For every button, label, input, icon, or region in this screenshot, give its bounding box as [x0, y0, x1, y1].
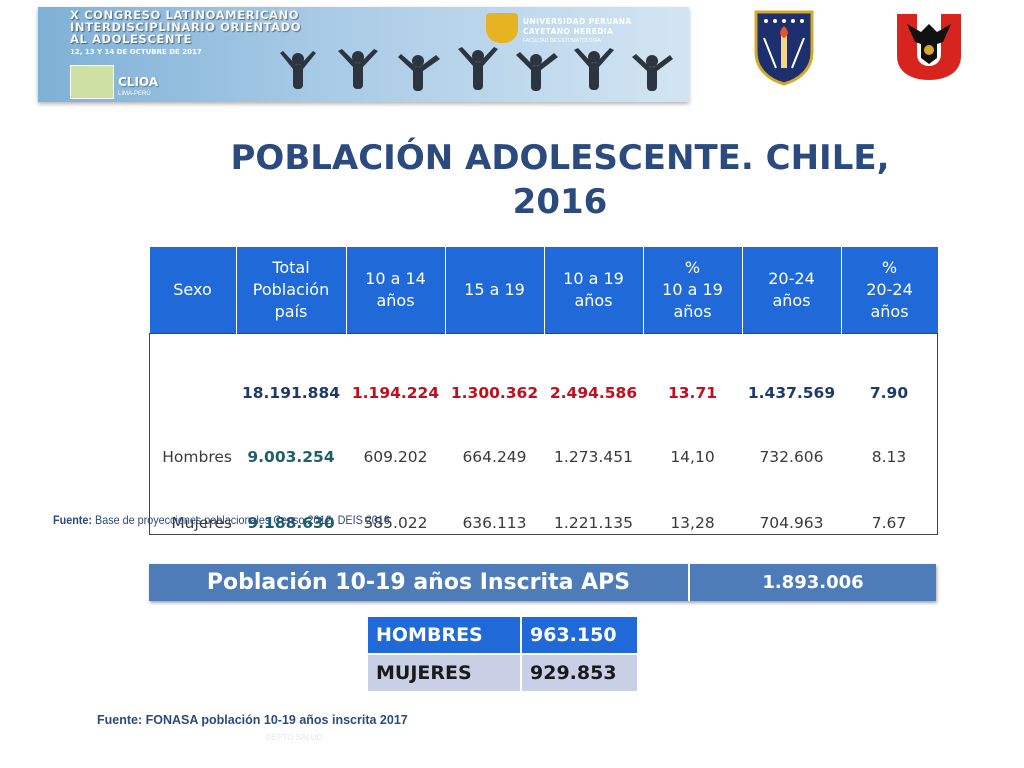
cell: 9.188.630 [247, 514, 335, 532]
clioa-label: CLIOA [118, 75, 159, 89]
banner-line-1: X CONGRESO LATINOAMERICANO [70, 8, 300, 22]
eagle-u-crest-icon [897, 14, 961, 80]
header-pct-10-19: % 10 a 19 años [643, 247, 743, 334]
cell: 13.71 [667, 384, 718, 402]
cell: 7.90 [869, 384, 909, 402]
table-row-hombres: Hombres 9.003.254 609.202 664.249 1.273.… [150, 432, 938, 482]
cell: 2.494.586 [549, 384, 638, 402]
upch-shield-icon [486, 13, 518, 43]
banner-title: X CONGRESO LATINOAMERICANO INTERDISCIPLI… [70, 9, 301, 45]
cell: 1.300.362 [450, 384, 539, 402]
banner-dates: 12, 13 Y 14 DE OCTUBRE DE 2017 [70, 48, 202, 56]
header-15-19: 15 a 19 [445, 247, 545, 334]
cell: Mujeres [171, 514, 232, 532]
cell: 7.67 [871, 514, 907, 532]
cell: 704.963 [759, 514, 824, 532]
header-20-24: 20-24 años [742, 247, 842, 334]
table-row-mujeres: Mujeres 9.188.630 585.022 636.113 1.221.… [150, 482, 938, 535]
cell: 1.194.224 [351, 384, 440, 402]
table-row-hombres-aps: HOMBRES 963.150 [366, 615, 639, 655]
cell: 14,10 [670, 448, 715, 466]
page-title: POBLACIÓN ADOLESCENTE. CHILE, 2016 [160, 136, 960, 224]
table-row-mujeres-aps: MUJERES 929.853 [366, 653, 639, 693]
cell: 13,28 [670, 514, 715, 532]
congress-banner: X CONGRESO LATINOAMERICANO INTERDISCIPLI… [38, 7, 689, 102]
cell: HOMBRES [366, 615, 522, 655]
cell: 18.191.884 [241, 384, 341, 402]
table-header-row: Sexo Total Población país 10 a 14 años 15 a… [149, 247, 938, 334]
cell: 963.150 [520, 615, 639, 655]
cell: 609.202 [363, 448, 428, 466]
aps-label: Población 10-19 años Inscrita APS [149, 564, 690, 601]
upch-line-3: FACULTAD DE ESTOMATOLOGÍA [523, 38, 601, 44]
jumping-people-silhouettes [280, 47, 673, 91]
banner-line-2: INTERDISCIPLINARIO ORIENTADO [70, 20, 302, 34]
cell: 1.221.135 [554, 514, 633, 532]
upch-line-2: CAYETANO HEREDIA [523, 27, 614, 36]
upch-line-1: UNIVERSIDAD PERUANA [523, 17, 632, 26]
aps-value: 1.893.006 [690, 564, 936, 601]
source-text: Base de proyecciones poblacionales Censo… [92, 513, 390, 527]
cell: 636.113 [462, 514, 527, 532]
latin-america-map-icon [70, 65, 114, 99]
table-row-total: 18.191.884 1.194.224 1.300.362 2.494.586… [150, 334, 938, 433]
cell: 664.249 [462, 448, 527, 466]
population-table: Sexo Total Población país 10 a 14 años 15 a… [149, 247, 938, 535]
source-label: Fuente: [53, 513, 93, 527]
header-total-poblacion: Total Población país [236, 247, 347, 334]
header-pct-20-24: % 20-24 años [841, 247, 938, 334]
banner-line-3: AL ADOLESCENTE [70, 32, 192, 46]
cell: MUJERES [366, 653, 522, 693]
cell: 929.853 [520, 653, 639, 693]
cell: 9.003.254 [247, 448, 335, 466]
universidad-de-concepcion-shield-icon [754, 10, 814, 86]
cell: 1.437.569 [747, 384, 836, 402]
title-line-1: POBLACIÓN ADOLESCENTE. CHILE, [230, 138, 890, 178]
aps-summary-bar: Población 10-19 años Inscrita APS 1.893.… [149, 564, 936, 601]
title-line-2: 2016 [512, 182, 608, 222]
cell: 732.606 [759, 448, 824, 466]
cell: Hombres [162, 448, 232, 466]
clioa-place: LIMA-PERÚ [118, 91, 151, 97]
header-10-14: 10 a 14 años [346, 247, 446, 334]
source-note-1: Fuente: Base de proyecciones poblacional… [53, 513, 390, 527]
cell: 585.022 [363, 514, 428, 532]
cell: 8.13 [871, 448, 907, 466]
faint-mark: DEPTO SALUD [266, 733, 323, 742]
source-note-2: Fuente: FONASA población 10-19 años insc… [97, 713, 408, 727]
cell: 1.273.451 [554, 448, 633, 466]
upch-logo: UNIVERSIDAD PERUANA CAYETANO HEREDIA FAC… [486, 13, 682, 44]
sex-breakdown-table: HOMBRES 963.150 MUJERES 929.853 [366, 615, 639, 693]
cell [150, 334, 237, 433]
header-10-19: 10 a 19 años [544, 247, 644, 334]
header-sexo: Sexo [149, 247, 237, 334]
